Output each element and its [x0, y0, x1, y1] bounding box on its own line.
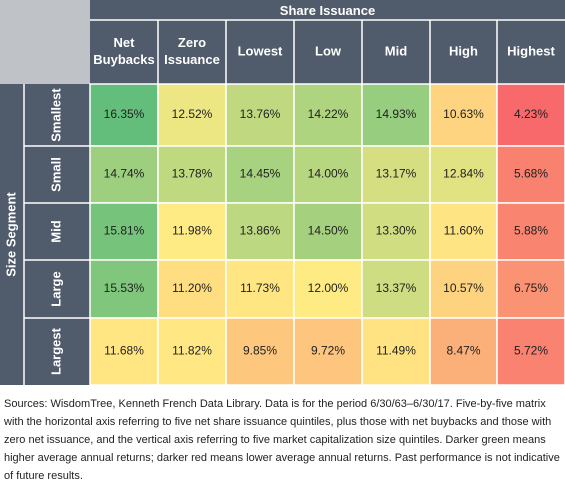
cell-value-label: 8.47% — [446, 344, 480, 358]
row-group-label: Size Segment — [3, 192, 18, 277]
cell-value-label: 11.98% — [172, 224, 212, 238]
cell-value-label: 13.86% — [240, 224, 281, 238]
cell-value-label: 15.53% — [104, 281, 145, 295]
heatmap-cell — [496, 317, 565, 385]
cell-value-label: 9.72% — [311, 344, 345, 358]
column-label: Buybacks — [93, 52, 154, 67]
heatmap-cell — [429, 317, 498, 385]
heatmap-cell — [496, 259, 565, 319]
cell-value-label: 13.76% — [240, 107, 281, 121]
heatmap-cell — [89, 145, 159, 204]
row-label: Large — [48, 271, 63, 306]
heatmap-cell — [429, 202, 498, 261]
heatmap-cell — [89, 202, 159, 261]
heatmap-cell — [89, 83, 159, 147]
row-label: Smallest — [48, 88, 63, 142]
cell-value-label: 10.63% — [443, 107, 484, 121]
heatmap-cell — [225, 145, 295, 204]
heatmap-cell — [225, 202, 295, 261]
column-label: Zero — [178, 35, 206, 50]
cell-value-label: 11.20% — [172, 281, 212, 295]
heatmap-cell — [293, 202, 363, 261]
heatmap-cell — [496, 202, 565, 261]
cell-value-label: 14.22% — [308, 107, 349, 121]
column-label: Highest — [507, 43, 555, 58]
cell-value-label: 14.00% — [308, 167, 349, 181]
cell-value-label: 6.75% — [514, 281, 548, 295]
heatmap-cell — [496, 145, 565, 204]
column-label: High — [449, 43, 478, 58]
cell-value-label: 10.57% — [443, 281, 484, 295]
row-header-band — [0, 84, 90, 385]
cell-value-label: 13.30% — [376, 224, 417, 238]
cell-value-label: 11.49% — [376, 344, 416, 358]
column-label: Low — [315, 43, 342, 58]
cell-value-label: 11.73% — [240, 281, 280, 295]
cell-value-label: 14.93% — [376, 107, 417, 121]
cell-value-label: 11.82% — [172, 344, 212, 358]
corner-block — [0, 0, 90, 84]
cell-value-label: 11.60% — [444, 224, 484, 238]
heatmap-cell — [293, 145, 363, 204]
heatmap-cell — [225, 317, 295, 385]
cell-value-label: 14.50% — [308, 224, 349, 238]
column-label: Issuance — [164, 52, 220, 67]
heatmap-chart: Share Issuance Size Segment Net Buybacks Zer… — [0, 0, 565, 385]
cell-value-label: 14.74% — [104, 167, 145, 181]
cell-value-label: 13.37% — [376, 281, 417, 295]
column-header-band — [90, 0, 565, 84]
heatmap-cell — [157, 317, 227, 385]
cell-value-label: 14.45% — [240, 167, 281, 181]
cell-value-label: 12.00% — [308, 281, 349, 295]
cell-value-label: 13.17% — [376, 167, 417, 181]
column-label: Lowest — [238, 43, 283, 58]
column-label: Net — [114, 35, 136, 50]
cell-value-label: 9.85% — [243, 344, 277, 358]
heatmap-cell — [157, 202, 227, 261]
row-label: Mid — [48, 220, 63, 242]
heatmap-cell — [429, 83, 498, 147]
cell-value-label: 12.52% — [172, 107, 213, 121]
heatmap-cell — [361, 145, 431, 204]
cell-value-label: 16.35% — [104, 107, 145, 121]
cell-value-label: 4.23% — [514, 107, 548, 121]
column-label: Mid — [385, 43, 407, 58]
cell-value-label: 13.78% — [172, 167, 213, 181]
heatmap-cell — [157, 259, 227, 319]
cell-value-label: 5.68% — [514, 167, 548, 181]
row-label: Largest — [48, 327, 63, 375]
cell-value-label: 5.72% — [514, 344, 548, 358]
cell-value-label: 12.84% — [443, 167, 484, 181]
cell-value-label: 11.68% — [104, 344, 144, 358]
cell-value-label: 15.81% — [104, 224, 145, 238]
source-footnote: Sources: WisdomTree, Kenneth French Data… — [4, 398, 560, 482]
row-label: Small — [48, 157, 63, 192]
cell-value-label: 5.88% — [514, 224, 548, 238]
column-group-label: Share Issuance — [280, 3, 375, 18]
heatmap-cell — [361, 317, 431, 385]
